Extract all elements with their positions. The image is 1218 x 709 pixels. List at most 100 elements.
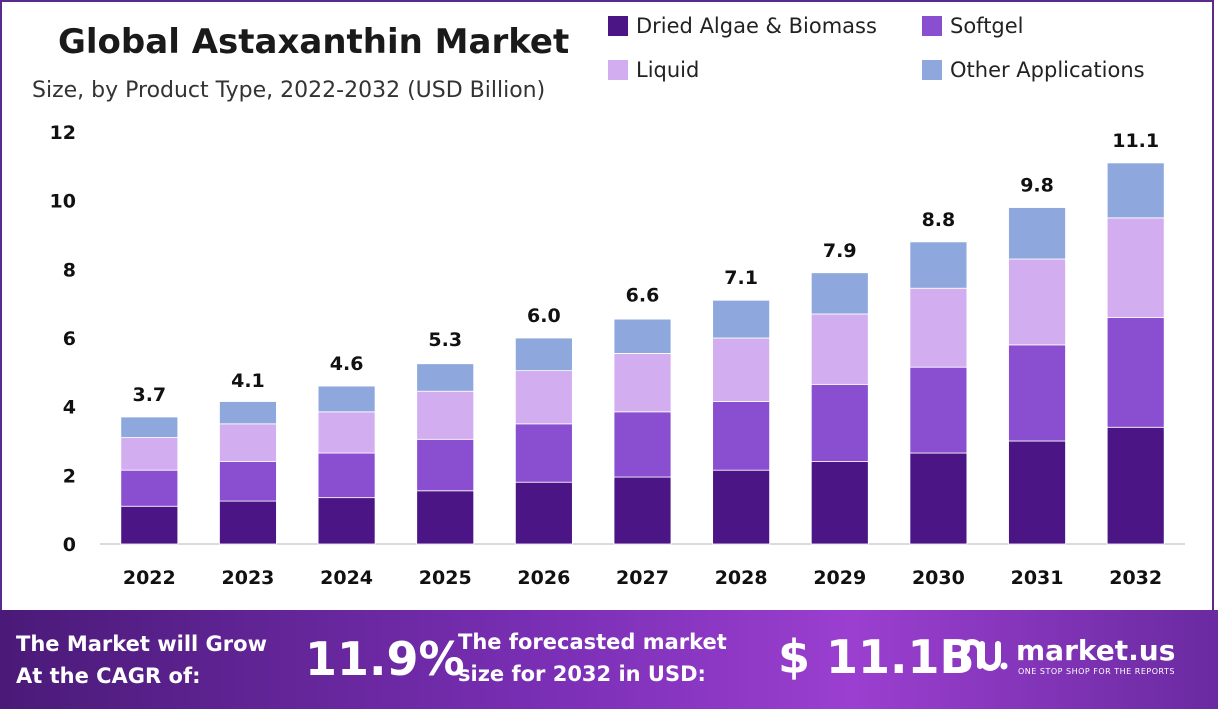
x-tick-label: 2024 bbox=[320, 567, 373, 589]
bar-segment-liquid bbox=[1008, 258, 1066, 346]
bar-segment-dried-algae-biomass bbox=[909, 452, 968, 545]
bar-segment-dried-algae-biomass bbox=[613, 476, 672, 545]
bar-total-label: 11.1 bbox=[1112, 130, 1159, 152]
bar-segment-other-applications bbox=[317, 385, 376, 413]
bar-total-label: 8.8 bbox=[922, 209, 956, 231]
forecast-label: The forecasted market size for 2032 in U… bbox=[458, 626, 727, 690]
bar-segment-softgel bbox=[1008, 344, 1066, 442]
bar-segment-softgel bbox=[120, 469, 179, 507]
bar-total-label: 9.8 bbox=[1020, 175, 1054, 197]
bar-segment-softgel bbox=[1106, 316, 1165, 428]
y-tick-label: 8 bbox=[63, 259, 76, 281]
brand-name: market.us bbox=[1016, 634, 1176, 667]
bar-segment-dried-algae-biomass bbox=[1106, 426, 1165, 545]
bar-segment-softgel bbox=[613, 411, 672, 478]
forecast-label-line1: The forecasted market bbox=[458, 630, 727, 654]
bar-total-label: 3.7 bbox=[132, 384, 166, 406]
forecast-value: $ 11.1B bbox=[778, 630, 975, 684]
bar-segment-softgel bbox=[514, 423, 573, 483]
x-tick-label: 2023 bbox=[222, 567, 275, 589]
footer-banner: The Market will Grow At the CAGR of: 11.… bbox=[0, 610, 1218, 709]
cagr-value: 11.9% bbox=[305, 632, 465, 686]
x-tick-label: 2025 bbox=[419, 567, 472, 589]
y-tick-label: 12 bbox=[50, 122, 76, 144]
legend-swatch-liquid bbox=[608, 60, 628, 80]
bar-total-label: 6.0 bbox=[527, 305, 561, 327]
x-tick-label: 2030 bbox=[912, 567, 965, 589]
x-tick-label: 2022 bbox=[123, 567, 176, 589]
bar-segment-dried-algae-biomass bbox=[1008, 440, 1066, 545]
cagr-label: The Market will Grow At the CAGR of: bbox=[16, 628, 267, 692]
chart-subtitle: Size, by Product Type, 2022-2032 (USD Bi… bbox=[32, 78, 546, 103]
bar-total-label: 6.6 bbox=[626, 284, 660, 306]
bar-segment-other-applications bbox=[514, 337, 573, 372]
bar-segment-dried-algae-biomass bbox=[219, 500, 277, 545]
bar-total-label: 7.1 bbox=[724, 267, 758, 289]
cagr-label-line1: The Market will Grow bbox=[16, 632, 267, 656]
bar-total-label: 7.9 bbox=[823, 240, 857, 262]
brand-block: market.us ONE STOP SHOP FOR THE REPORTS bbox=[960, 634, 1175, 676]
chart-title: Global Astaxanthin Market bbox=[58, 22, 570, 62]
bar-segment-softgel bbox=[219, 461, 277, 502]
bar-total-label: 4.6 bbox=[330, 353, 364, 375]
legend-swatch-other-applications bbox=[922, 60, 942, 80]
x-tick-label: 2032 bbox=[1109, 567, 1162, 589]
bar-segment-softgel bbox=[416, 438, 475, 492]
bar-segment-other-applications bbox=[416, 363, 475, 392]
bar-total-label: 4.1 bbox=[231, 370, 265, 392]
bar-segment-dried-algae-biomass bbox=[514, 481, 573, 545]
bar-segment-liquid bbox=[317, 411, 376, 454]
bar-segment-liquid bbox=[810, 313, 869, 385]
bar-segment-softgel bbox=[909, 366, 968, 454]
brand-tagline: ONE STOP SHOP FOR THE REPORTS bbox=[1018, 667, 1175, 676]
y-tick-label: 4 bbox=[63, 397, 76, 419]
bar-segment-other-applications bbox=[613, 318, 672, 354]
legend-item-dried-algae: Dried Algae & Biomass bbox=[608, 14, 877, 38]
y-tick-label: 2 bbox=[63, 465, 76, 487]
bar-segment-other-applications bbox=[909, 241, 968, 289]
bar-segment-other-applications bbox=[219, 401, 277, 425]
legend-label-liquid: Liquid bbox=[636, 58, 700, 82]
bar-segment-softgel bbox=[712, 401, 771, 471]
legend-label-dried-algae: Dried Algae & Biomass bbox=[636, 14, 877, 38]
bar-segment-softgel bbox=[317, 452, 376, 499]
x-tick-label: 2031 bbox=[1011, 567, 1064, 589]
legend-label-other-applications: Other Applications bbox=[950, 58, 1145, 82]
y-tick-label: 10 bbox=[50, 191, 76, 213]
bar-segment-other-applications bbox=[810, 272, 869, 315]
bar-segment-dried-algae-biomass bbox=[120, 505, 179, 545]
bar-segment-dried-algae-biomass bbox=[810, 461, 869, 545]
bar-segment-liquid bbox=[613, 353, 672, 413]
bar-segment-liquid bbox=[120, 437, 179, 471]
bar-segment-liquid bbox=[712, 337, 771, 402]
legend-swatch-softgel bbox=[922, 16, 942, 36]
cagr-label-line2: At the CAGR of: bbox=[16, 664, 201, 688]
x-tick-label: 2026 bbox=[517, 567, 570, 589]
bar-segment-softgel bbox=[810, 383, 869, 463]
legend-item-liquid: Liquid bbox=[608, 58, 699, 82]
bar-segment-liquid bbox=[1106, 217, 1165, 318]
y-tick-label: 6 bbox=[63, 328, 76, 350]
bar-segment-liquid bbox=[416, 390, 475, 440]
forecast-label-line2: size for 2032 in USD: bbox=[458, 662, 706, 686]
bar-segment-dried-algae-biomass bbox=[317, 497, 376, 545]
bar-segment-dried-algae-biomass bbox=[712, 469, 771, 545]
bar-segment-liquid bbox=[909, 287, 968, 368]
bar-segment-liquid bbox=[219, 423, 277, 463]
bar-total-label: 5.3 bbox=[428, 329, 462, 351]
bar-segment-other-applications bbox=[712, 299, 771, 339]
stacked-bar-chart: 0 2 4 6 8 10 12 3.7 2022 4.1 2023 4.6 2024 5.3 2025 6.0… bbox=[50, 122, 1185, 589]
legend-label-softgel: Softgel bbox=[950, 14, 1024, 38]
x-tick-label: 2028 bbox=[715, 567, 768, 589]
bar-segment-liquid bbox=[514, 370, 573, 425]
bar-segment-dried-algae-biomass bbox=[416, 490, 475, 545]
legend-swatch-dried-algae bbox=[608, 16, 628, 36]
bar-segment-other-applications bbox=[1106, 162, 1165, 219]
x-tick-label: 2027 bbox=[616, 567, 669, 589]
legend-item-softgel: Softgel bbox=[922, 14, 1024, 38]
bar-segment-other-applications bbox=[120, 416, 179, 438]
y-tick-label: 0 bbox=[63, 534, 76, 556]
x-tick-label: 2029 bbox=[813, 567, 866, 589]
legend-item-other-applications: Other Applications bbox=[922, 58, 1145, 82]
market-us-logo-icon bbox=[961, 639, 1008, 671]
